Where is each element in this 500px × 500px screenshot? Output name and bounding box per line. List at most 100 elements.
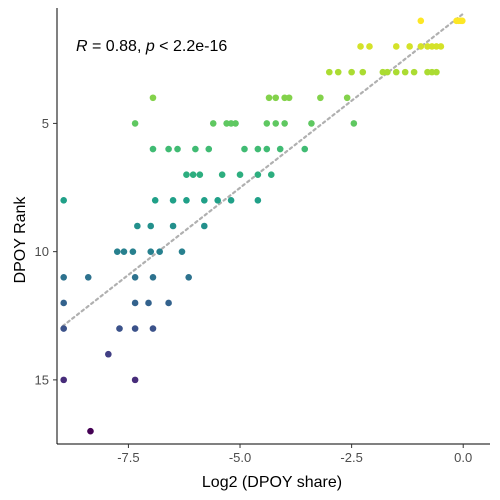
data-point (169, 197, 177, 204)
data-point (145, 299, 152, 307)
data-point (359, 68, 367, 76)
data-point (120, 248, 128, 255)
data-point (424, 68, 431, 76)
data-point (156, 248, 163, 255)
data-point (149, 325, 157, 332)
data-point (149, 273, 157, 281)
data-point (205, 145, 213, 153)
data-point (281, 94, 288, 102)
data-point (281, 120, 288, 127)
data-point (131, 120, 139, 127)
data-point (401, 68, 409, 76)
data-point (357, 43, 364, 50)
x-axis-title: Log2 (DPOY share) (202, 474, 342, 491)
x-axis-ticks: -7.5 -5.0 -2.5 0.0 (117, 444, 472, 465)
data-point (185, 273, 192, 281)
data-point (209, 120, 217, 127)
y-axis-ticks: 5 10 15 (35, 116, 57, 387)
data-point (272, 94, 280, 102)
data-point (348, 68, 355, 76)
data-point (165, 145, 172, 153)
y-tick-label: 15 (35, 372, 49, 387)
data-point (151, 197, 159, 204)
data-point (263, 145, 271, 153)
data-point (218, 171, 226, 179)
data-point (134, 222, 141, 230)
data-point (201, 222, 208, 230)
data-point (147, 248, 155, 255)
data-point (113, 248, 121, 255)
data-point (201, 197, 208, 204)
data-point (334, 68, 342, 76)
data-point (392, 43, 400, 50)
data-point (214, 197, 222, 204)
data-point (272, 120, 280, 127)
data-point (147, 222, 155, 230)
data-point (192, 145, 199, 153)
data-point (60, 197, 67, 204)
data-point (350, 120, 358, 127)
data-point (131, 273, 139, 281)
data-point (223, 120, 230, 127)
x-tick-label: -5.0 (229, 450, 251, 465)
data-point (131, 299, 139, 307)
data-point (60, 273, 67, 281)
data-point (254, 145, 262, 153)
data-point (236, 171, 244, 179)
data-point (343, 94, 351, 102)
data-point (149, 145, 157, 153)
annotation-r: R (76, 38, 88, 55)
data-point (165, 299, 172, 307)
data-point (178, 248, 186, 255)
data-point (392, 68, 400, 76)
data-point (265, 94, 273, 102)
data-point (183, 197, 190, 204)
annotation-middle: = 0.88, (88, 38, 146, 55)
x-tick-label: -7.5 (117, 450, 139, 465)
data-point (60, 325, 67, 332)
data-point (417, 17, 425, 25)
data-point (241, 145, 248, 153)
data-point (459, 17, 466, 25)
data-point (366, 43, 373, 50)
data-point (116, 325, 123, 332)
trend-line (61, 13, 464, 328)
data-point (60, 299, 67, 307)
data-point (129, 248, 137, 255)
data-point (105, 350, 112, 358)
data-point (84, 273, 92, 281)
annotation-p: p (145, 38, 155, 55)
data-point (379, 68, 387, 76)
data-point (254, 197, 262, 204)
data-point (276, 145, 284, 153)
annotation-suffix: < 2.2e-16 (155, 38, 228, 55)
data-point (325, 68, 333, 76)
data-point (196, 171, 204, 179)
y-tick-label: 5 (42, 116, 49, 131)
data-point (149, 94, 157, 102)
data-point (87, 427, 94, 435)
data-point (267, 171, 275, 179)
data-point (406, 43, 413, 50)
x-tick-label: -2.5 (340, 450, 362, 465)
data-point (131, 376, 139, 384)
data-point (131, 325, 139, 332)
data-point (263, 120, 271, 127)
data-point (317, 94, 324, 102)
x-tick-label: 0.0 (454, 450, 472, 465)
data-point (60, 376, 67, 384)
correlation-annotation: R = 0.88, p < 2.2e-16 (76, 38, 227, 55)
y-axis-title: DPOY Rank (12, 196, 29, 284)
data-point (301, 145, 309, 153)
data-point (308, 120, 315, 127)
data-point (417, 43, 425, 50)
data-point (227, 197, 235, 204)
data-point (183, 171, 190, 179)
data-point (437, 43, 445, 50)
data-point (410, 68, 418, 76)
data-point (254, 171, 262, 179)
y-tick-label: 10 (35, 244, 49, 259)
data-point (174, 145, 181, 153)
data-point (169, 222, 177, 230)
